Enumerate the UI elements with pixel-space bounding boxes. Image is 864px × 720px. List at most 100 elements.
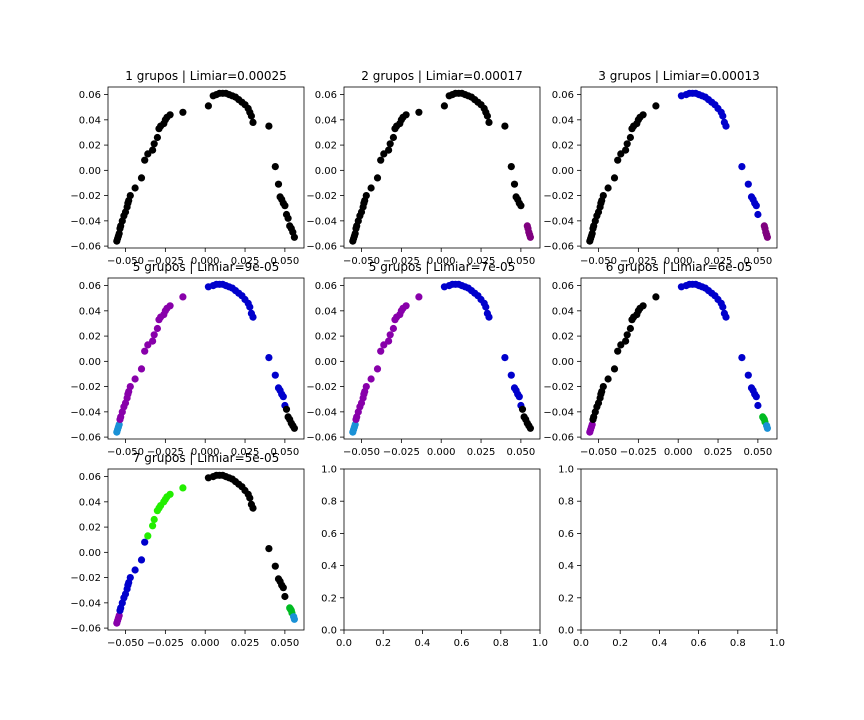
subplot-title: 7 grupos | Limiar=5e-05 bbox=[133, 451, 280, 465]
data-point bbox=[367, 375, 375, 383]
data-point bbox=[377, 156, 385, 164]
x-tick-label: 0.050 bbox=[271, 447, 300, 458]
x-tick-label: 0.6 bbox=[691, 638, 707, 649]
data-point bbox=[614, 347, 622, 355]
y-tick-label: 0.00 bbox=[552, 357, 574, 368]
data-point bbox=[249, 118, 257, 126]
y-tick-label: 0.00 bbox=[552, 166, 574, 177]
data-point bbox=[290, 233, 298, 241]
data-point bbox=[281, 592, 289, 601]
data-point bbox=[719, 112, 727, 120]
y-tick-label: −0.04 bbox=[70, 598, 101, 609]
data-point bbox=[137, 556, 146, 564]
subplot-3: −0.050 −0.025 0.000 0.025 0.050 −0.06 −0.04 −0.… bbox=[543, 69, 778, 267]
x-tick-label: −0.050 bbox=[580, 256, 617, 267]
x-tick-label: −0.025 bbox=[383, 256, 420, 267]
data-point bbox=[246, 494, 254, 502]
data-point bbox=[652, 102, 660, 110]
data-point bbox=[271, 163, 279, 171]
data-point bbox=[604, 184, 612, 192]
x-tick-label: 0.050 bbox=[744, 447, 773, 458]
y-tick-label: 0.04 bbox=[552, 115, 574, 126]
y-tick-label: −0.06 bbox=[543, 242, 574, 253]
data-point bbox=[482, 303, 490, 311]
x-tick-label: 0.000 bbox=[427, 256, 456, 267]
x-tick-label: 0.000 bbox=[191, 256, 220, 267]
y-tick-label: 0.02 bbox=[79, 523, 101, 534]
y-tick-label: 0.06 bbox=[552, 281, 574, 292]
y-tick-label: 0.00 bbox=[79, 357, 101, 368]
data-point bbox=[249, 504, 257, 512]
data-point bbox=[179, 108, 187, 116]
data-point bbox=[290, 615, 298, 623]
x-tick-label: 0.8 bbox=[730, 638, 746, 649]
y-tick-label: 0.04 bbox=[315, 115, 337, 126]
data-point bbox=[126, 383, 134, 391]
data-point bbox=[722, 313, 730, 321]
data-point bbox=[738, 354, 746, 362]
data-point bbox=[763, 424, 772, 432]
subplot-9: 0.0 0.2 0.4 0.6 0.8 1.0 0.0 0.2 0.4 0.6 0.8 1.0 bbox=[558, 465, 785, 650]
y-tick-label: −0.04 bbox=[543, 407, 574, 418]
data-point bbox=[265, 122, 273, 130]
x-tick-label: 0.050 bbox=[507, 256, 536, 267]
data-point bbox=[149, 146, 157, 154]
y-tick-label: 0.02 bbox=[79, 332, 101, 343]
data-point bbox=[380, 341, 388, 349]
data-point bbox=[389, 133, 397, 142]
subplot-title: 5 grupos | Limiar=9e-05 bbox=[133, 260, 280, 274]
x-tick-label: 0.025 bbox=[704, 447, 733, 458]
data-point bbox=[517, 202, 525, 210]
data-point bbox=[377, 347, 385, 355]
data-point bbox=[402, 111, 410, 119]
data-point bbox=[362, 383, 370, 391]
y-tick-label: −0.02 bbox=[543, 191, 574, 202]
y-tick-label: −0.06 bbox=[70, 242, 101, 253]
y-tick-label: 0.02 bbox=[79, 141, 101, 152]
y-tick-label: −0.06 bbox=[70, 433, 101, 444]
data-point bbox=[153, 324, 161, 333]
y-tick-label: 0.00 bbox=[315, 166, 337, 177]
x-tick-label: 0.0 bbox=[336, 638, 352, 649]
y-tick-label: 0.04 bbox=[552, 306, 574, 317]
x-tick-label: 1.0 bbox=[769, 638, 785, 649]
data-point bbox=[415, 293, 423, 301]
axes-frame bbox=[107, 277, 305, 440]
data-point bbox=[626, 133, 635, 142]
y-tick-label: 0.06 bbox=[552, 90, 574, 101]
data-point bbox=[153, 133, 161, 142]
data-point bbox=[626, 324, 635, 333]
x-tick-label: −0.050 bbox=[107, 447, 144, 458]
data-point bbox=[622, 337, 630, 345]
data-point bbox=[744, 180, 752, 188]
y-tick-label: 0.06 bbox=[315, 90, 337, 101]
y-tick-label: −0.06 bbox=[70, 624, 101, 635]
data-point bbox=[485, 313, 493, 321]
axes-frame bbox=[580, 468, 778, 631]
data-point bbox=[204, 102, 212, 110]
data-point bbox=[614, 156, 622, 164]
data-point bbox=[402, 302, 410, 310]
data-point bbox=[131, 566, 139, 574]
data-point bbox=[126, 192, 134, 200]
y-tick-label: 0.04 bbox=[79, 115, 101, 126]
y-tick-label: 0.02 bbox=[315, 141, 337, 152]
y-tick-label: 0.00 bbox=[315, 357, 337, 368]
data-point bbox=[415, 108, 423, 116]
data-point bbox=[501, 354, 509, 362]
data-point bbox=[179, 484, 187, 492]
data-point bbox=[150, 140, 158, 148]
subplot-4: −0.050 −0.025 0.000 0.025 0.050 −0.06 −0.04 −0.… bbox=[70, 260, 305, 458]
data-point bbox=[518, 405, 527, 413]
data-point bbox=[141, 156, 149, 164]
x-tick-label: 0.6 bbox=[454, 638, 470, 649]
x-tick-label: 0.025 bbox=[231, 638, 260, 649]
x-tick-label: 0.000 bbox=[427, 447, 456, 458]
data-point bbox=[604, 375, 612, 383]
data-point bbox=[141, 347, 149, 355]
x-tick-label: 0.025 bbox=[231, 256, 260, 267]
data-point bbox=[763, 233, 772, 241]
x-tick-label: 0.050 bbox=[271, 638, 300, 649]
y-tick-label: 0.06 bbox=[79, 472, 101, 483]
